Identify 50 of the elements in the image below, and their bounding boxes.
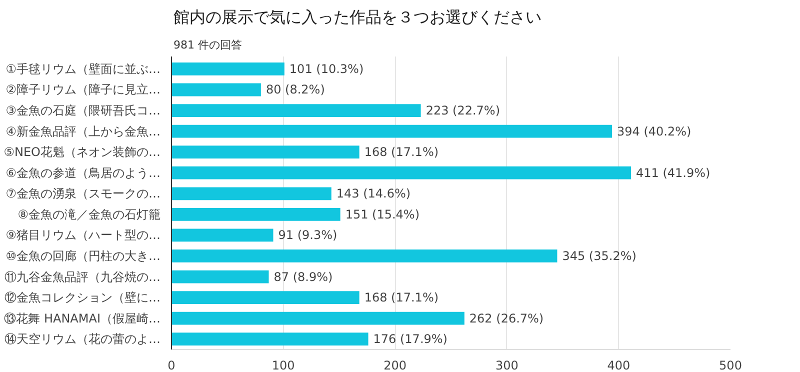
x-tick-label: 200 [384, 358, 407, 372]
bar [172, 83, 261, 96]
y-tick-label: ⑥金魚の参道（鳥居のよう… [6, 166, 161, 180]
bar [172, 250, 558, 262]
bar [172, 270, 269, 284]
bar [172, 166, 631, 180]
y-tick-label: ⑫金魚コレクション（壁に… [4, 290, 160, 305]
x-tick-label: 0 [168, 358, 176, 372]
y-tick-label: ⑧金魚の滝／金魚の石灯籠 [18, 207, 161, 222]
y-tick-label: ⑦金魚の湧泉（スモークの… [6, 186, 161, 201]
x-tick-label: 300 [495, 358, 518, 372]
y-tick-label: ②障子リウム（障子に見立… [6, 82, 161, 97]
data-label: 80 (8.2%) [266, 82, 325, 97]
data-label: 91 (9.3%) [278, 228, 338, 242]
y-tick-label: ⑨猪目リウム（ハート型の… [6, 228, 161, 242]
data-label: 223 (22.7%) [426, 104, 500, 118]
bar [172, 187, 332, 200]
y-tick-label: ①手毬リウム（壁面に並ぶ… [6, 62, 161, 76]
data-label: 345 (35.2%) [562, 248, 636, 263]
data-label: 87 (8.9%) [274, 270, 333, 284]
bar [172, 228, 274, 242]
bar [172, 104, 421, 117]
data-label: 143 (14.6%) [336, 186, 411, 201]
bar [172, 124, 612, 138]
chart-title: 館内の展示で気に入った作品を３つお選びください [174, 8, 542, 26]
y-tick-label: ⑤NEO花魁（ネオン装飾の… [4, 145, 161, 160]
bar [172, 146, 360, 159]
data-label: 101 (10.3%) [289, 62, 364, 76]
bar [172, 312, 464, 325]
chart-subtitle: 981 件の回答 [174, 38, 242, 52]
data-label: 411 (41.9%) [636, 166, 710, 180]
bar [172, 208, 340, 221]
y-tick-label: ⑬花舞 HANAMAI（假屋崎… [4, 311, 161, 326]
y-tick-label: ⑭天空リウム（花の蕾のよ… [4, 332, 160, 346]
data-label: 151 (15.4%) [345, 207, 420, 222]
y-tick-label: ⑪九谷金魚品評（九谷焼の… [4, 270, 160, 284]
y-tick-label: ④新金魚品評（上から金魚… [6, 124, 161, 138]
data-label: 394 (40.2%) [616, 124, 692, 138]
y-tick-label: ③金魚の石庭（隈研吾氏コ… [6, 104, 161, 118]
x-tick-label: 100 [272, 358, 295, 372]
y-tick-label: ⑩金魚の回廊（円柱の大き… [6, 248, 161, 263]
data-label: 176 (17.9%) [373, 332, 448, 346]
data-label: 168 (17.1%) [364, 145, 439, 160]
data-label: 168 (17.1%) [364, 290, 439, 305]
bar [172, 332, 368, 346]
bar [172, 291, 360, 304]
bar [172, 62, 284, 76]
data-label: 262 (26.7%) [469, 311, 544, 326]
x-tick-label: 500 [719, 358, 742, 372]
x-tick-label: 400 [607, 358, 630, 372]
